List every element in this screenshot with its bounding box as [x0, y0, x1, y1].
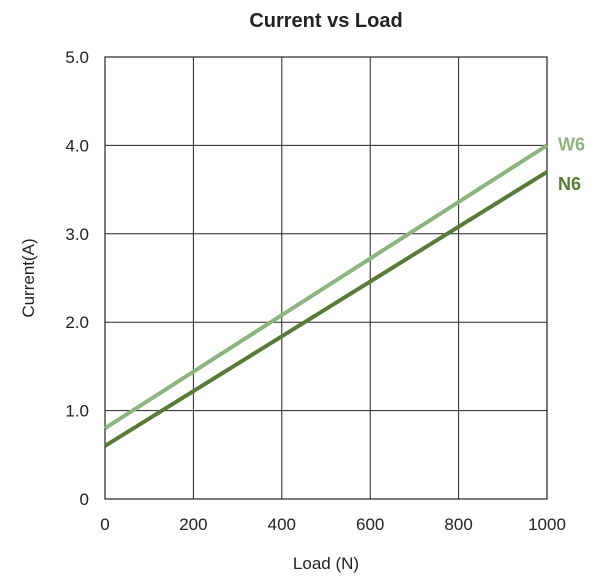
- x-tick-label: 400: [268, 515, 296, 534]
- y-tick-labels: 0 1.0 2.0 3.0 4.0 5.0: [65, 48, 89, 509]
- y-tick-label: 2.0: [65, 313, 89, 332]
- y-tick-label: 0: [80, 490, 89, 509]
- x-axis-label: Load (N): [293, 554, 359, 573]
- y-axis-label: Current(A): [19, 238, 38, 317]
- x-tick-labels: 0 200 400 600 800 1000: [100, 515, 566, 534]
- chart-title: Current vs Load: [249, 10, 402, 32]
- y-tick-label: 3.0: [65, 225, 89, 244]
- series-lines: [103, 143, 549, 448]
- y-tick-label: 5.0: [65, 48, 89, 67]
- y-tick-label: 4.0: [65, 136, 89, 155]
- series-line-w6: [103, 143, 549, 430]
- plot-frame: [104, 56, 548, 500]
- x-tick-label: 1000: [528, 515, 566, 534]
- series-labels: W6 N6: [558, 134, 585, 194]
- x-tick-label: 600: [356, 515, 384, 534]
- x-tick-label: 800: [444, 515, 472, 534]
- series-label-n6: N6: [558, 174, 581, 194]
- series-label-w6: W6: [558, 134, 585, 154]
- grid: [105, 57, 547, 499]
- x-tick-label: 200: [179, 515, 207, 534]
- y-tick-label: 1.0: [65, 402, 89, 421]
- series-line-n6: [103, 170, 549, 448]
- x-tick-label: 0: [100, 515, 109, 534]
